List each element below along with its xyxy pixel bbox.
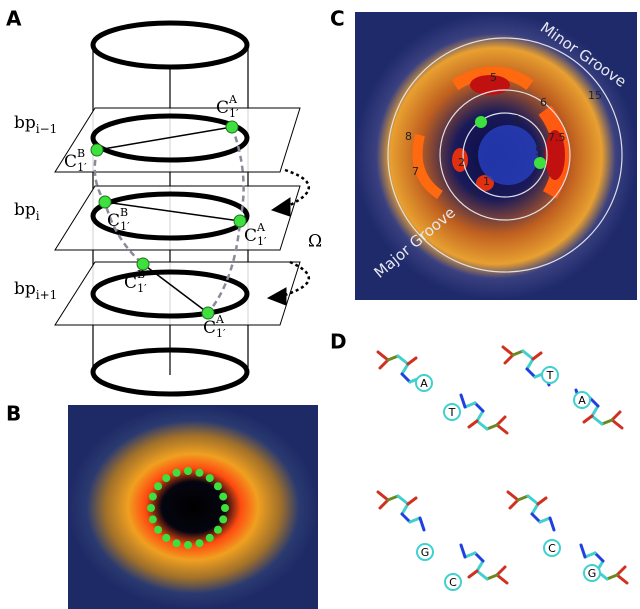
figure: A bpi−1 bpi bpi+1 CA1′ CB1′ CB1′ CA1′ CB… [0,0,640,609]
atom [219,515,227,523]
text: B [137,268,145,281]
omega-label: Ω [308,232,322,252]
svg-text:CA1′: CA1′ [203,313,226,340]
radius-label: 8 [405,130,412,143]
atom [173,469,181,477]
atom [184,467,192,475]
atom [195,539,203,547]
panel-label: C [330,7,345,31]
panel-label: A [6,7,22,31]
text: 1′ [216,327,226,340]
atom [214,526,222,534]
base-letter: T [448,406,456,419]
text: B [120,206,128,219]
atom [154,482,162,490]
text: i [36,209,40,223]
atom [162,474,170,482]
atom [206,474,214,482]
text: bp [14,200,36,220]
atom [162,534,170,542]
svg-text:CB1′: CB1′ [107,206,130,233]
text: C [244,226,257,246]
radius-label: 5 [535,145,542,158]
panel-label: B [6,402,21,426]
bp-label: bpi [14,200,40,223]
text: 1′ [229,107,239,120]
atom [154,526,162,534]
radius-label: 1 [483,175,490,188]
radius-label: 2 [458,156,465,169]
svg-text:CB1′: CB1′ [124,268,147,295]
base-letter: T [546,369,554,382]
radius-label: 6 [540,96,547,109]
radius-label: 7.5 [548,131,566,144]
radius-label: 5 [490,71,497,84]
c1-atom [534,157,546,169]
atom [147,504,155,512]
text: C [203,318,216,338]
text: bp [14,279,36,299]
page: A bpi−1 bpi bpi+1 CA1′ CB1′ CB1′ CA1′ CB… [0,0,640,609]
svg-text:CA1′: CA1′ [216,93,239,120]
c1-atom [475,116,487,128]
text: C [107,211,120,231]
atom [195,469,203,477]
text: A [256,221,266,234]
base-letter: G [588,567,597,580]
base-letter: A [578,394,586,407]
atom [149,515,157,523]
density-map [68,405,318,609]
text: i+1 [36,288,58,302]
text: 1′ [137,282,147,295]
text: C [124,273,137,293]
radius-label: 4 [470,186,477,199]
atom [214,482,222,490]
atom [221,504,229,512]
base-letters: A T T A G C C G [416,367,600,590]
atom [206,534,214,542]
atom [184,541,192,549]
bp-label: bpi−1 [14,113,57,136]
radius-label: 3 [513,113,520,126]
text: 1′ [77,161,87,174]
base-letter: C [548,542,556,555]
atom [149,493,157,501]
atom [173,539,181,547]
radius-label: 15 [588,89,602,102]
text: A [215,313,225,326]
panel-label: D [330,330,347,354]
text: C [216,98,229,118]
base-letter: A [420,377,428,390]
svg-text:CB1′: CB1′ [64,147,87,174]
text: C [64,152,77,172]
svg-text:CA1′: CA1′ [244,221,267,248]
text: bp [14,113,36,133]
text: B [77,147,85,160]
base-letter: C [449,576,457,589]
bp-label: bpi+1 [14,279,57,302]
text: 1′ [257,235,267,248]
text: A [228,93,238,106]
atom [219,493,227,501]
cylinder [55,23,309,394]
text: 1′ [120,220,130,233]
text: i−1 [36,122,58,136]
base-letter: G [421,546,430,559]
radius-label: 7 [412,165,419,178]
